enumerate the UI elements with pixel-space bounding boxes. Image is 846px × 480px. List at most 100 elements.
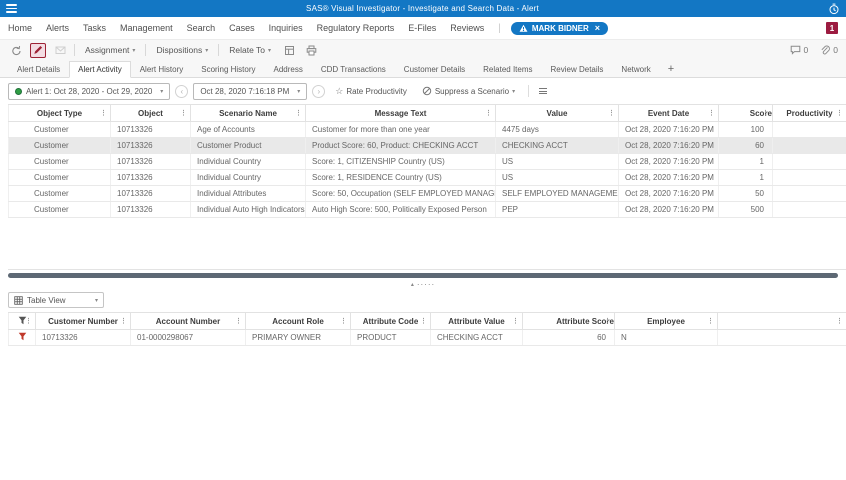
timer-icon[interactable] [828,3,840,15]
column-menu-icon[interactable]: ⋮ [604,318,611,325]
suppress-scenario-button[interactable]: Suppress a Scenario ▾ [417,86,520,96]
alert-range-value: Alert 1: Oct 28, 2020 - Oct 29, 2020 [26,86,153,96]
list-view-icon[interactable] [537,86,549,96]
column-menu-icon[interactable]: ⋮ [340,318,347,325]
dispositions-menu-button[interactable]: Dispositions ▾ [152,45,212,55]
column-label: Account Number [155,316,221,326]
star-icon: ☆ [335,85,344,96]
tab-address[interactable]: Address [273,65,303,74]
nav-item-e-files[interactable]: E-Files [408,23,437,33]
comments-button[interactable]: 0 [790,45,808,55]
horizontal-scrollbar[interactable] [8,273,838,278]
column-header-attribute-score[interactable]: Attribute Score ⋮ [522,312,615,330]
table-row[interactable]: Customer 10713326 Customer Product Product … [8,137,846,154]
column-header-attribute-code[interactable]: Attribute Code ⋮ [350,312,431,330]
column-menu-icon[interactable]: ⋮ [25,318,32,325]
column-menu-icon[interactable]: ⋮ [708,110,715,117]
column-header-message-text[interactable]: Message Text ⋮ [305,104,496,122]
alert-range-select[interactable]: Alert 1: Oct 28, 2020 - Oct 29, 2020 ▾ [8,82,171,100]
tab-review-details[interactable]: Review Details [550,65,604,74]
column-header-filter[interactable]: ⋮ [8,312,36,330]
column-header-attribute-value[interactable]: Attribute Value ⋮ [430,312,523,330]
table-row[interactable]: Customer 10713326 Age of Accounts Customer … [8,121,846,138]
table-row[interactable]: Customer 10713326 Individual Country Score:… [8,153,846,170]
tab-cdd-transactions[interactable]: CDD Transactions [320,65,386,74]
tab-alert-history[interactable]: Alert History [139,65,184,74]
column-header-account-role[interactable]: Account Role ⋮ [245,312,351,330]
column-header-object-type[interactable]: Object Type ⋮ [8,104,111,122]
table-row[interactable]: Customer 10713326 Individual Country Score:… [8,169,846,186]
nav-item-regulatory-reports[interactable]: Regulatory Reports [316,23,395,33]
nav-item-home[interactable]: Home [8,23,33,33]
column-menu-icon[interactable]: ⋮ [100,110,107,117]
nav-item-tasks[interactable]: Tasks [83,23,107,33]
pencil-icon [34,46,43,54]
column-menu-icon[interactable]: ⋮ [707,318,714,325]
nav-item-management[interactable]: Management [120,23,173,33]
column-menu-icon[interactable]: ⋮ [235,318,242,325]
previous-event-button[interactable]: ‹ [175,84,189,98]
assignment-menu-button[interactable]: Assignment ▾ [81,45,139,55]
menu-icon[interactable] [6,4,17,13]
table-export-button[interactable] [281,43,297,58]
cell [772,137,846,154]
column-menu-icon[interactable]: ⋮ [836,318,843,325]
column-header-value[interactable]: Value ⋮ [495,104,619,122]
column-menu-icon[interactable]: ⋮ [420,318,427,325]
nav-item-alerts[interactable]: Alerts [46,23,70,33]
column-header-event-date[interactable]: Event Date ⋮ [618,104,719,122]
column-header-object[interactable]: Object ⋮ [110,104,191,122]
relate-to-menu-button[interactable]: Relate To ▾ [225,45,275,55]
column-menu-icon[interactable]: ⋮ [762,110,769,117]
event-time-select[interactable]: Oct 28, 2020 7:16:18 PM ▾ [193,82,308,100]
column-header-customer-number[interactable]: Customer Number ⋮ [35,312,131,330]
mail-button[interactable] [52,43,68,58]
table-row[interactable]: Customer 10713326 Individual Auto High Ind… [8,201,846,218]
close-icon[interactable]: × [594,23,601,33]
nav-item-search[interactable]: Search [186,23,216,33]
attachments-button[interactable]: 0 [820,45,838,56]
refresh-button[interactable] [8,43,24,58]
column-header-scenario-name[interactable]: Scenario Name ⋮ [190,104,306,122]
nav-item-inquiries[interactable]: Inquiries [268,23,303,33]
table-row[interactable]: 10713326 01-0000298067 PRIMARY OWNER PRODUC… [8,329,846,346]
tab-scoring-history[interactable]: Scoring History [201,65,256,74]
cell [717,329,846,346]
column-header-account-number[interactable]: Account Number ⋮ [130,312,246,330]
rate-productivity-button[interactable]: ☆ Rate Productivity [330,86,412,97]
cell: Individual Country [190,153,306,170]
panel-splitter[interactable]: ▴ ····· [0,281,846,289]
column-header-productivity[interactable]: Productivity ⋮ [772,104,846,122]
filter-funnel-icon [18,316,26,324]
column-header-extra[interactable]: ⋮ [717,312,846,330]
nav-item-cases[interactable]: Cases [229,23,255,33]
print-button[interactable] [303,43,319,58]
column-menu-icon[interactable]: ⋮ [608,110,615,117]
notification-badge[interactable]: 1 [826,22,838,34]
column-menu-icon[interactable]: ⋮ [120,318,127,325]
chevron-down-icon: ▾ [160,88,164,95]
alert-toolbar: Assignment ▾ Dispositions ▾ Relate To ▾ [0,40,846,60]
column-menu-icon[interactable]: ⋮ [512,318,519,325]
tab-customer-details[interactable]: Customer Details [403,65,466,74]
column-menu-icon[interactable]: ⋮ [836,110,843,117]
tab-related-items[interactable]: Related Items [483,65,533,74]
tab-alert-details[interactable]: Alert Details [17,65,61,74]
column-menu-icon[interactable]: ⋮ [295,110,302,117]
nav-item-reviews[interactable]: Reviews [450,23,485,33]
tab-network[interactable]: Network [621,65,651,74]
next-event-button[interactable]: › [312,84,326,98]
detail-table-wrap: ⋮ Customer Number ⋮ Account Number ⋮ Account … [8,312,846,346]
cell: Auto High Score: 500, Politically Expose… [305,201,496,218]
edit-button[interactable] [30,42,46,58]
view-mode-select[interactable]: Table View ▾ [8,292,104,308]
cell: Score: 1, CITIZENSHIP Country (US) [305,153,496,170]
column-menu-icon[interactable]: ⋮ [180,110,187,117]
entity-tab-mark-bidner[interactable]: MARK BIDNER × [510,21,609,35]
add-tab-button[interactable]: + [667,63,675,75]
column-header-employee[interactable]: Employee ⋮ [614,312,718,330]
tab-alert-activity[interactable]: Alert Activity [69,61,131,78]
column-menu-icon[interactable]: ⋮ [485,110,492,117]
table-row[interactable]: Customer 10713326 Individual Attributes Sco… [8,185,846,202]
column-header-score[interactable]: Score ⋮ [718,104,773,122]
